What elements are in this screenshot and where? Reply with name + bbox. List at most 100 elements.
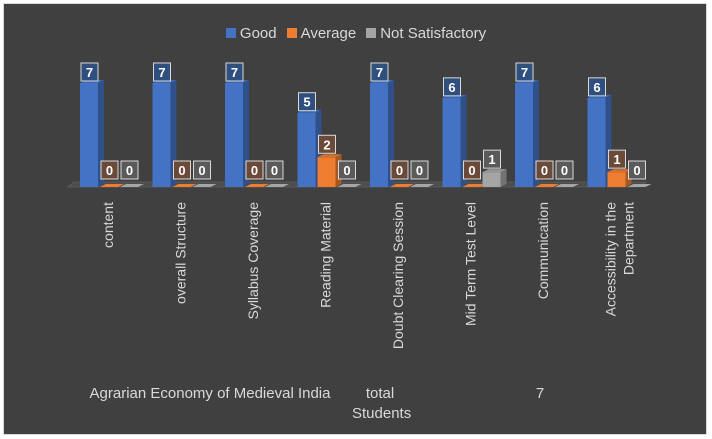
data-label-box-2-5 — [483, 149, 501, 169]
bar-side-0-2 — [243, 80, 249, 187]
data-label-0-2: 7 — [231, 65, 238, 80]
data-label-box-1-7 — [608, 149, 626, 169]
data-label-2-3: 0 — [343, 163, 350, 178]
data-label-box-0-5 — [443, 77, 461, 97]
data-label-0-1: 7 — [158, 65, 165, 80]
bar-0-6 — [515, 83, 533, 187]
bar-2-4 — [410, 184, 434, 187]
chart-legend: Good Average Not Satisfactory — [0, 22, 712, 44]
data-label-box-0-0 — [80, 62, 99, 82]
legend-item-average: Average — [286, 24, 357, 42]
data-label-box-2-2 — [265, 160, 284, 180]
bar-0-7 — [587, 97, 606, 187]
bar-side-0-6 — [533, 80, 539, 187]
data-label-0-5: 6 — [448, 80, 455, 95]
bar-2-1 — [192, 184, 217, 187]
bar-0-1 — [152, 83, 171, 187]
data-label-box-1-6 — [535, 160, 554, 180]
data-label-0-3: 5 — [303, 95, 310, 110]
legend-label-not-satisfactory: Not Satisfactory — [380, 24, 487, 42]
bar-0-3 — [297, 112, 316, 187]
data-label-box-0-7 — [588, 77, 606, 97]
x-tick-label-1: overall Structure — [173, 202, 189, 304]
footer-course-title: Agrarian Economy of Medieval India — [89, 385, 331, 402]
data-label-box-2-7 — [628, 160, 646, 180]
data-label-box-2-3 — [338, 160, 356, 180]
x-tick-label-2: Syllabus Coverage — [245, 202, 261, 320]
bar-2-3 — [337, 184, 362, 187]
legend-label-average: Average — [300, 24, 357, 42]
bar-2-0 — [120, 184, 144, 187]
legend-swatch-not-satisfactory — [366, 28, 377, 38]
data-label-0-0: 7 — [86, 65, 93, 80]
bar-1-7 — [607, 172, 626, 187]
data-label-1-4: 0 — [396, 163, 403, 178]
data-label-0-6: 7 — [521, 65, 528, 80]
bar-top-1-7 — [607, 169, 632, 173]
data-label-1-6: 0 — [541, 163, 548, 178]
data-label-1-5: 0 — [468, 163, 475, 178]
bar-side-0-1 — [170, 80, 177, 187]
x-tick-label-3: Reading Material — [318, 202, 334, 308]
data-label-1-3: 2 — [323, 137, 330, 152]
bar-2-7 — [627, 184, 652, 187]
bar-side-2-5 — [500, 169, 507, 187]
data-label-box-0-2 — [225, 62, 244, 82]
data-label-box-0-1 — [153, 62, 171, 82]
data-label-0-7: 6 — [593, 80, 600, 95]
data-label-box-1-3 — [318, 134, 336, 154]
data-label-box-2-6 — [555, 160, 574, 180]
data-label-box-1-0 — [100, 160, 119, 180]
data-label-1-1: 0 — [178, 163, 185, 178]
x-tick-label-5: Mid Term Test Level — [463, 202, 479, 326]
legend-swatch-average — [286, 28, 297, 38]
x-tick-label-4: Doubt Clearing Session — [390, 202, 406, 349]
chart-area — [3, 3, 707, 435]
bar-1-1 — [172, 184, 197, 187]
data-label-2-1: 0 — [198, 163, 205, 178]
legend-swatch-good — [225, 28, 236, 38]
x-tick-label-6: Communication — [535, 202, 551, 299]
data-label-box-0-3 — [298, 92, 316, 112]
data-label-box-2-0 — [120, 160, 139, 180]
data-label-1-2: 0 — [251, 163, 258, 178]
data-label-box-2-1 — [193, 160, 211, 180]
bar-1-5 — [462, 184, 487, 187]
legend-item-not-satisfactory: Not Satisfactory — [366, 25, 486, 42]
data-label-box-1-5 — [463, 160, 481, 180]
x-tick-label-7: Accessibility in the Department — [603, 202, 637, 317]
bar-1-6 — [535, 184, 559, 187]
x-tick-label-0: content — [100, 202, 116, 248]
data-label-0-4: 7 — [376, 65, 383, 80]
bar-2-5 — [482, 172, 501, 187]
bar-0-5 — [442, 97, 461, 187]
data-label-box-1-1 — [173, 160, 191, 180]
data-label-1-0: 0 — [106, 163, 113, 178]
data-label-box-0-6 — [515, 62, 534, 82]
bar-1-3 — [317, 157, 336, 187]
bar-side-0-4 — [388, 80, 394, 187]
data-label-2-4: 0 — [416, 163, 423, 178]
legend-label-good: Good — [239, 24, 277, 42]
data-label-box-2-4 — [410, 160, 429, 180]
bar-side-0-0 — [98, 80, 104, 187]
legend-item-good: Good — [225, 24, 277, 42]
footer-total-value: 7 — [535, 385, 545, 402]
bar-top-2-5 — [482, 169, 507, 173]
data-label-1-7: 1 — [613, 152, 620, 167]
data-label-box-0-4 — [370, 62, 389, 82]
data-label-2-7: 0 — [633, 163, 640, 178]
data-label-2-5: 1 — [488, 152, 495, 167]
bar-1-4 — [390, 184, 414, 187]
data-label-2-0: 0 — [126, 163, 133, 178]
bar-1-0 — [100, 184, 124, 187]
bar-2-6 — [555, 184, 579, 187]
data-label-box-1-4 — [390, 160, 409, 180]
bar-0-4 — [370, 83, 388, 187]
data-label-box-1-2 — [245, 160, 264, 180]
bar-1-2 — [245, 184, 269, 187]
data-label-2-6: 0 — [561, 163, 568, 178]
bar-0-2 — [225, 83, 243, 187]
bar-top-1-3 — [317, 154, 342, 158]
